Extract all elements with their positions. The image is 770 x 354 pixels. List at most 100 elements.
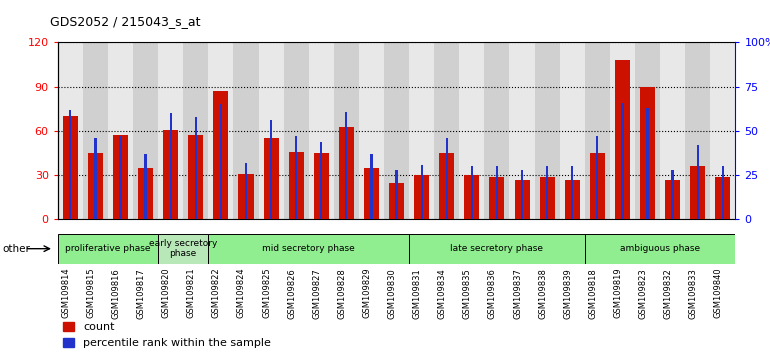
Bar [439, 153, 454, 219]
Bar [334, 42, 359, 219]
Bar [414, 175, 429, 219]
Bar [233, 42, 259, 219]
Bar [660, 42, 685, 219]
Bar [490, 177, 504, 219]
Bar [496, 166, 498, 219]
Bar [514, 180, 530, 219]
Bar [546, 166, 548, 219]
Bar [133, 42, 158, 219]
Text: GSM109824: GSM109824 [237, 268, 246, 319]
Text: GSM109814: GSM109814 [62, 268, 70, 319]
Text: GSM109839: GSM109839 [563, 268, 572, 319]
Bar [158, 234, 209, 264]
Bar [219, 104, 222, 219]
Bar [596, 136, 598, 219]
Text: other: other [2, 244, 30, 254]
Bar [209, 234, 409, 264]
Text: GDS2052 / 215043_s_at: GDS2052 / 215043_s_at [50, 15, 200, 28]
Text: GSM109815: GSM109815 [86, 268, 95, 319]
Text: GSM109825: GSM109825 [262, 268, 271, 319]
Bar [615, 60, 630, 219]
Text: GSM109832: GSM109832 [664, 268, 673, 319]
Text: mid secretory phase: mid secretory phase [263, 244, 355, 253]
Bar [259, 42, 283, 219]
Bar [690, 166, 705, 219]
Bar [685, 42, 710, 219]
Bar [389, 183, 404, 219]
Bar [510, 42, 534, 219]
Bar [434, 42, 459, 219]
Bar [83, 42, 108, 219]
Bar [94, 138, 96, 219]
Text: GSM109830: GSM109830 [387, 268, 397, 319]
Text: GSM109829: GSM109829 [363, 268, 371, 319]
Bar [320, 142, 323, 219]
Bar [584, 234, 735, 264]
Bar [534, 42, 560, 219]
Text: GSM109820: GSM109820 [162, 268, 171, 319]
Bar [283, 42, 309, 219]
Bar [610, 42, 635, 219]
Bar [671, 170, 674, 219]
Text: GSM109818: GSM109818 [588, 268, 598, 319]
Bar [58, 234, 158, 264]
Bar [384, 42, 409, 219]
Text: GSM109823: GSM109823 [638, 268, 648, 319]
Bar [364, 168, 379, 219]
Bar [69, 110, 72, 219]
Bar [169, 113, 172, 219]
Bar [163, 130, 178, 219]
Bar [119, 136, 122, 219]
Bar [183, 42, 209, 219]
Bar [289, 152, 303, 219]
Text: GSM109827: GSM109827 [313, 268, 321, 319]
Text: GSM109819: GSM109819 [614, 268, 622, 319]
Bar [584, 42, 610, 219]
Text: GSM109833: GSM109833 [688, 268, 698, 319]
Bar [263, 138, 279, 219]
Text: GSM109822: GSM109822 [212, 268, 221, 319]
Bar [270, 120, 273, 219]
Legend: count, percentile rank within the sample: count, percentile rank within the sample [63, 322, 271, 348]
Text: GSM109817: GSM109817 [136, 268, 146, 319]
Bar [721, 166, 724, 219]
Bar [239, 174, 253, 219]
Bar [309, 42, 334, 219]
Text: GSM109837: GSM109837 [513, 268, 522, 319]
Bar [715, 177, 730, 219]
Bar [295, 136, 297, 219]
Text: proliferative phase: proliferative phase [65, 244, 151, 253]
Bar [665, 180, 680, 219]
Text: GSM109831: GSM109831 [413, 268, 422, 319]
Bar [209, 42, 233, 219]
Bar [710, 42, 735, 219]
Bar [484, 42, 510, 219]
Bar [245, 163, 247, 219]
Bar [370, 154, 373, 219]
Bar [409, 234, 584, 264]
Bar [58, 42, 83, 219]
Bar [345, 112, 347, 219]
Text: GSM109835: GSM109835 [463, 268, 472, 319]
Bar [560, 42, 584, 219]
Bar [459, 42, 484, 219]
Bar [396, 170, 397, 219]
Bar [646, 108, 648, 219]
Bar [464, 175, 480, 219]
Bar [571, 166, 574, 219]
Bar [640, 87, 655, 219]
Bar [621, 103, 624, 219]
Bar [145, 154, 147, 219]
Bar [108, 42, 133, 219]
Bar [138, 168, 153, 219]
Text: GSM109834: GSM109834 [437, 268, 447, 319]
Bar [635, 42, 660, 219]
Text: early secretory
phase: early secretory phase [149, 239, 217, 258]
Bar [540, 177, 554, 219]
Text: GSM109821: GSM109821 [187, 268, 196, 319]
Bar [339, 127, 354, 219]
Bar [313, 153, 329, 219]
Bar [213, 91, 229, 219]
Bar [564, 180, 580, 219]
Bar [420, 165, 423, 219]
